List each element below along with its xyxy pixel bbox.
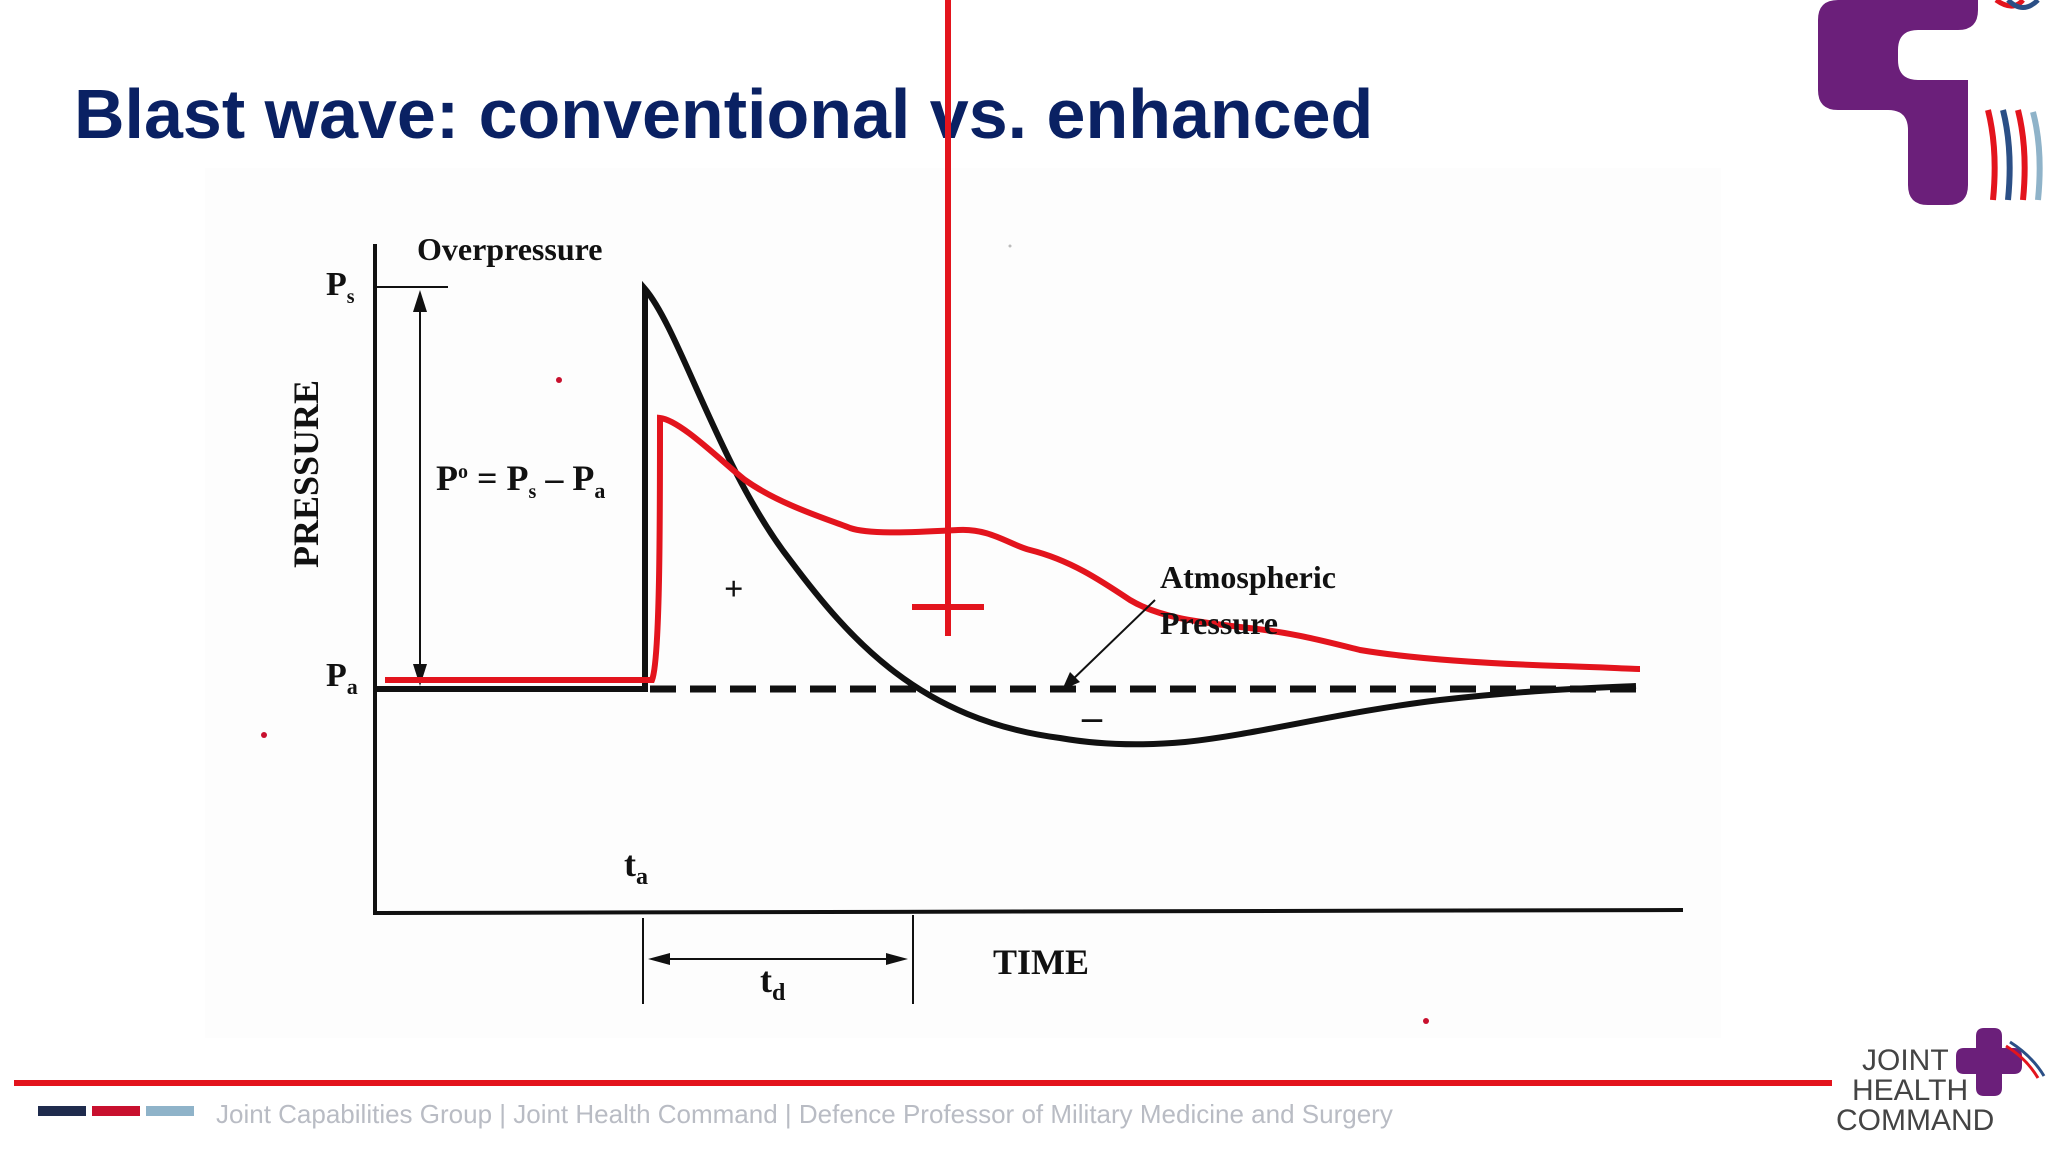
atmospheric-label-line1: Atmospheric: [1160, 559, 1336, 595]
footer-bar-navy: [38, 1106, 86, 1116]
corner-cross-logo: [1818, 0, 2043, 205]
time-axis-line: [372, 908, 1684, 915]
enhanced-plus-annotation: [912, 0, 984, 636]
brand-line-2: HEALTH: [1852, 1074, 1968, 1107]
brand-line-1: JOINT: [1862, 1044, 1949, 1077]
brand-line-3: COMMAND: [1836, 1104, 1994, 1137]
diagram-background: [205, 168, 1721, 1038]
pressure-axis-label: PRESSURE: [286, 380, 326, 568]
footer-bar-red: [92, 1106, 140, 1116]
atmospheric-label-line2: Pressure: [1160, 605, 1278, 641]
dot-mark: [556, 377, 562, 383]
amplitude-arrow-bottom: [413, 664, 427, 686]
cross-shape: [1818, 0, 1978, 205]
overpressure-formula: Po = Ps – Pa: [436, 458, 605, 503]
amplitude-arrow-top: [413, 290, 427, 312]
joint-health-command-logo: JOINT HEALTH COMMAND: [1836, 1028, 2046, 1137]
positive-phase-sign: +: [724, 571, 743, 608]
dot-mark: [1008, 244, 1012, 248]
ta-label: ta: [624, 844, 648, 890]
ps-label: Ps: [326, 266, 355, 308]
enhanced-blast-curve: [385, 414, 1641, 683]
overpressure-label: Overpressure: [417, 231, 602, 267]
slide-title: Blast wave: conventional vs. enhanced: [74, 75, 1374, 153]
conventional-blast-curve: [375, 280, 1637, 748]
pa-label: Pa: [326, 657, 358, 699]
footer-text: Joint Capabilities Group | Joint Health …: [216, 1099, 1393, 1129]
td-label: td: [760, 960, 786, 1006]
time-axis-label: TIME: [993, 942, 1089, 982]
footer-bar-blue: [146, 1106, 194, 1116]
dot-mark: [1423, 1018, 1429, 1024]
td-arrow-left: [648, 953, 670, 965]
negative-phase-sign: –: [1081, 694, 1103, 739]
atmospheric-pointer-line: [1067, 599, 1156, 685]
footer-divider: [14, 1080, 1832, 1086]
brand-cross-icon: [1956, 1028, 2022, 1096]
dot-mark: [261, 732, 267, 738]
atmospheric-pointer-head: [1062, 672, 1080, 690]
td-arrow-right: [886, 953, 908, 965]
